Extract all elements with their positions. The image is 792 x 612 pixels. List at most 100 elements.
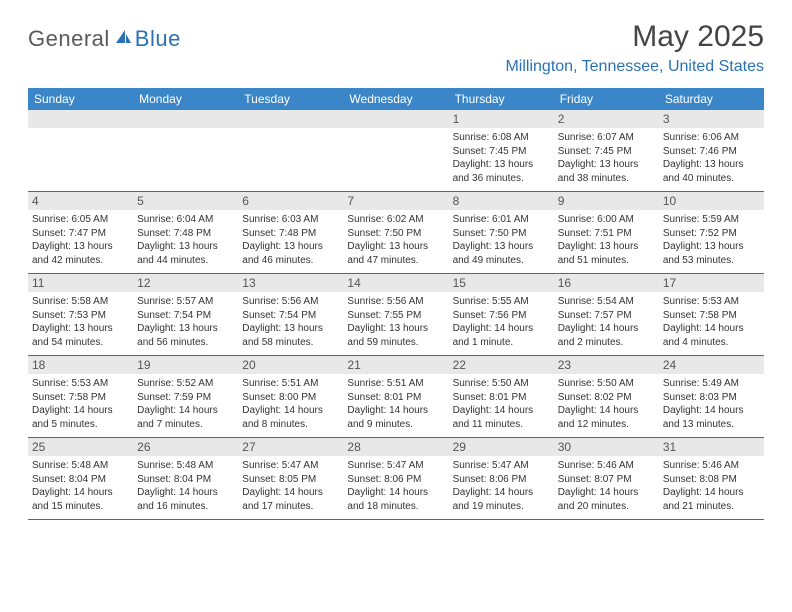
day-cell: 28 Sunrise: 5:47 AMSunset: 8:06 PMDayligh… — [343, 438, 448, 519]
day-details: Sunrise: 5:53 AMSunset: 7:58 PMDaylight:… — [32, 377, 129, 431]
day-details: Sunrise: 5:48 AMSunset: 8:04 PMDaylight:… — [137, 459, 234, 513]
day-number: 2 — [554, 110, 659, 128]
day-number: 31 — [659, 438, 764, 456]
location: Millington, Tennessee, United States — [505, 58, 764, 76]
day-cell: 3Sunrise: 6:06 AMSunset: 7:46 PMDaylight… — [659, 110, 764, 191]
day-cell: 1Sunrise: 6:08 AMSunset: 7:45 PMDaylight… — [449, 110, 554, 191]
logo-sail-icon — [114, 28, 132, 51]
day-number: 19 — [133, 356, 238, 374]
day-cell: 22 Sunrise: 5:50 AMSunset: 8:01 PMDayligh… — [449, 356, 554, 437]
day-details: Sunrise: 5:56 AMSunset: 7:54 PMDaylight:… — [242, 295, 339, 349]
day-number: 29 — [449, 438, 554, 456]
weekday-label: Tuesday — [238, 88, 343, 110]
day-number-empty — [238, 110, 343, 128]
day-details: Sunrise: 6:05 AMSunset: 7:47 PMDaylight:… — [32, 213, 129, 267]
weekday-label: Sunday — [28, 88, 133, 110]
day-number: 27 — [238, 438, 343, 456]
day-details: Sunrise: 5:49 AMSunset: 8:03 PMDaylight:… — [663, 377, 760, 431]
day-cell: 13 Sunrise: 5:56 AMSunset: 7:54 PMDayligh… — [238, 274, 343, 355]
day-cell: 4 Sunrise: 6:05 AMSunset: 7:47 PMDaylight… — [28, 192, 133, 273]
day-details: Sunrise: 5:48 AMSunset: 8:04 PMDaylight:… — [32, 459, 129, 513]
day-cell: 30 Sunrise: 5:46 AMSunset: 8:07 PMDayligh… — [554, 438, 659, 519]
week-row: 11 Sunrise: 5:58 AMSunset: 7:53 PMDayligh… — [28, 274, 764, 356]
day-number: 5 — [133, 192, 238, 210]
day-cell: 5Sunrise: 6:04 AMSunset: 7:48 PMDaylight… — [133, 192, 238, 273]
day-cell: 7Sunrise: 6:02 AMSunset: 7:50 PMDaylight… — [343, 192, 448, 273]
day-details: Sunrise: 5:51 AMSunset: 8:00 PMDaylight:… — [242, 377, 339, 431]
day-cell — [238, 110, 343, 191]
day-details: Sunrise: 6:01 AMSunset: 7:50 PMDaylight:… — [453, 213, 550, 267]
day-number: 20 — [238, 356, 343, 374]
day-details: Sunrise: 5:51 AMSunset: 8:01 PMDaylight:… — [347, 377, 444, 431]
day-cell: 9Sunrise: 6:00 AMSunset: 7:51 PMDaylight… — [554, 192, 659, 273]
day-number: 15 — [449, 274, 554, 292]
day-number: 26 — [133, 438, 238, 456]
weekday-header: SundayMondayTuesdayWednesdayThursdayFrid… — [28, 88, 764, 110]
logo-word2: Blue — [135, 26, 181, 52]
day-cell: 14Sunrise: 5:56 AMSunset: 7:55 PMDayligh… — [343, 274, 448, 355]
weekday-label: Saturday — [659, 88, 764, 110]
day-details: Sunrise: 6:02 AMSunset: 7:50 PMDaylight:… — [347, 213, 444, 267]
day-details: Sunrise: 5:57 AMSunset: 7:54 PMDaylight:… — [137, 295, 234, 349]
day-number: 30 — [554, 438, 659, 456]
day-details: Sunrise: 5:52 AMSunset: 7:59 PMDaylight:… — [137, 377, 234, 431]
day-cell: 18Sunrise: 5:53 AMSunset: 7:58 PMDayligh… — [28, 356, 133, 437]
day-number-empty — [343, 110, 448, 128]
day-number: 12 — [133, 274, 238, 292]
day-details: Sunrise: 5:59 AMSunset: 7:52 PMDaylight:… — [663, 213, 760, 267]
day-cell: 20 Sunrise: 5:51 AMSunset: 8:00 PMDayligh… — [238, 356, 343, 437]
day-number: 22 — [449, 356, 554, 374]
logo-word1: General — [28, 26, 110, 52]
day-cell: 19 Sunrise: 5:52 AMSunset: 7:59 PMDayligh… — [133, 356, 238, 437]
calendar: SundayMondayTuesdayWednesdayThursdayFrid… — [28, 88, 764, 520]
week-row: 1Sunrise: 6:08 AMSunset: 7:45 PMDaylight… — [28, 110, 764, 192]
day-number: 13 — [238, 274, 343, 292]
day-cell: 15 Sunrise: 5:55 AMSunset: 7:56 PMDayligh… — [449, 274, 554, 355]
day-cell — [133, 110, 238, 191]
day-details: Sunrise: 5:54 AMSunset: 7:57 PMDaylight:… — [558, 295, 655, 349]
day-cell: 16Sunrise: 5:54 AMSunset: 7:57 PMDayligh… — [554, 274, 659, 355]
day-number: 24 — [659, 356, 764, 374]
day-details: Sunrise: 5:47 AMSunset: 8:06 PMDaylight:… — [347, 459, 444, 513]
day-cell — [343, 110, 448, 191]
day-cell: 31 Sunrise: 5:46 AMSunset: 8:08 PMDayligh… — [659, 438, 764, 519]
day-number-empty — [28, 110, 133, 128]
day-cell: 2 Sunrise: 6:07 AMSunset: 7:45 PMDaylight… — [554, 110, 659, 191]
day-details: Sunrise: 5:58 AMSunset: 7:53 PMDaylight:… — [32, 295, 129, 349]
day-number: 25 — [28, 438, 133, 456]
day-cell: 23Sunrise: 5:50 AMSunset: 8:02 PMDayligh… — [554, 356, 659, 437]
week-row: 4 Sunrise: 6:05 AMSunset: 7:47 PMDaylight… — [28, 192, 764, 274]
day-details: Sunrise: 5:55 AMSunset: 7:56 PMDaylight:… — [453, 295, 550, 349]
week-row: 25Sunrise: 5:48 AMSunset: 8:04 PMDayligh… — [28, 438, 764, 520]
day-cell: 21Sunrise: 5:51 AMSunset: 8:01 PMDayligh… — [343, 356, 448, 437]
day-number: 17 — [659, 274, 764, 292]
day-number: 4 — [28, 192, 133, 210]
day-cell: 12 Sunrise: 5:57 AMSunset: 7:54 PMDayligh… — [133, 274, 238, 355]
day-details: Sunrise: 6:03 AMSunset: 7:48 PMDaylight:… — [242, 213, 339, 267]
day-cell: 25 Sunrise: 5:48 AMSunset: 8:04 PMDayligh… — [28, 438, 133, 519]
day-cell: 24 Sunrise: 5:49 AMSunset: 8:03 PMDayligh… — [659, 356, 764, 437]
day-cell: 29Sunrise: 5:47 AMSunset: 8:06 PMDayligh… — [449, 438, 554, 519]
day-details: Sunrise: 5:53 AMSunset: 7:58 PMDaylight:… — [663, 295, 760, 349]
day-cell: 11 Sunrise: 5:58 AMSunset: 7:53 PMDayligh… — [28, 274, 133, 355]
day-number-empty — [133, 110, 238, 128]
weekday-label: Wednesday — [343, 88, 448, 110]
day-number: 28 — [343, 438, 448, 456]
weekday-label: Friday — [554, 88, 659, 110]
logo: General Blue — [28, 20, 181, 52]
day-number: 3 — [659, 110, 764, 128]
day-cell: 26 Sunrise: 5:48 AMSunset: 8:04 PMDayligh… — [133, 438, 238, 519]
day-number: 6 — [238, 192, 343, 210]
day-number: 11 — [28, 274, 133, 292]
day-details: Sunrise: 6:08 AMSunset: 7:45 PMDaylight:… — [453, 131, 550, 185]
day-number: 23 — [554, 356, 659, 374]
day-details: Sunrise: 5:46 AMSunset: 8:08 PMDaylight:… — [663, 459, 760, 513]
day-details: Sunrise: 6:07 AMSunset: 7:45 PMDaylight:… — [558, 131, 655, 185]
day-details: Sunrise: 5:50 AMSunset: 8:01 PMDaylight:… — [453, 377, 550, 431]
day-details: Sunrise: 5:46 AMSunset: 8:07 PMDaylight:… — [558, 459, 655, 513]
day-details: Sunrise: 5:47 AMSunset: 8:05 PMDaylight:… — [242, 459, 339, 513]
day-details: Sunrise: 5:56 AMSunset: 7:55 PMDaylight:… — [347, 295, 444, 349]
day-cell: 10Sunrise: 5:59 AMSunset: 7:52 PMDayligh… — [659, 192, 764, 273]
header: General Blue May 2025 Millington, Tennes… — [28, 20, 764, 76]
day-cell: 6 Sunrise: 6:03 AMSunset: 7:48 PMDaylight… — [238, 192, 343, 273]
